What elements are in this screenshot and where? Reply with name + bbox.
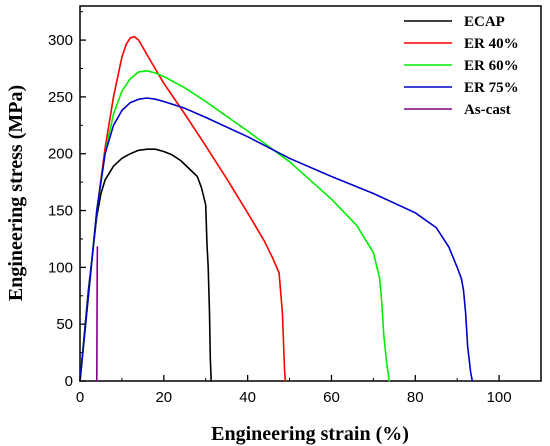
x-tick-label: 40: [239, 389, 256, 406]
plot-frame: [79, 5, 542, 382]
y-tick-label: 300: [48, 32, 73, 49]
y-tick-label: 200: [48, 146, 73, 163]
y-tick-label: 100: [48, 259, 73, 276]
series-line-as-cast: [96, 246, 99, 382]
series-layer: [79, 35, 474, 382]
x-tick-label: 20: [155, 389, 172, 406]
y-tick-label: 250: [48, 89, 73, 106]
x-tick-label: 80: [407, 389, 424, 406]
y-tick-label: 50: [56, 316, 73, 333]
series-line-er-75-: [79, 97, 474, 382]
plot-area: [79, 5, 542, 382]
legend-label-ecap: ECAP: [464, 14, 505, 30]
y-tick-label: 0: [65, 373, 73, 390]
legend-label-er-75-: ER 75%: [464, 80, 519, 96]
x-tick-label: 0: [76, 389, 84, 406]
y-tick-label: 150: [48, 203, 73, 220]
legend-label-as-cast: As-cast: [464, 102, 511, 118]
series-line-er-40-: [79, 35, 287, 382]
legend-label-er-60-: ER 60%: [464, 58, 519, 74]
axis-ticks: 0 20 40 60 80 100 0 50 100 150 200 250 300: [48, 11, 512, 406]
x-tick-label: 100: [487, 389, 512, 406]
series-line-ecap: [79, 148, 212, 382]
y-axis-title: Engineering stress (MPa): [5, 85, 27, 301]
x-axis-title: Engineering strain (%): [211, 423, 409, 445]
legend-label-er-40-: ER 40%: [464, 36, 519, 52]
legend: ECAP ER 40% ER 60% ER 75% As-cast: [404, 14, 519, 118]
x-tick-label: 60: [323, 389, 340, 406]
series-line-er-60-: [79, 70, 391, 382]
